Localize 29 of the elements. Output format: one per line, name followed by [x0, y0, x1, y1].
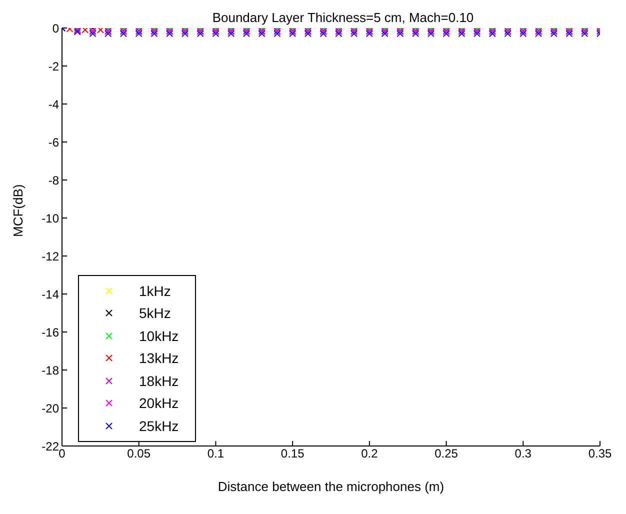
chart-title: Boundary Layer Thickness=5 cm, Mach=0.10: [212, 10, 474, 25]
y-tick-label: -2: [48, 59, 60, 74]
y-tick-label: -20: [42, 401, 60, 416]
x-tick-label: 0.1: [207, 446, 224, 461]
y-tick-label: 0: [52, 21, 60, 36]
y-tick-label: -22: [42, 439, 60, 454]
legend-label: 10kHz: [139, 328, 179, 344]
x-tick-label: 0.35: [588, 446, 612, 461]
x-tick-label: 0.25: [434, 446, 458, 461]
y-axis-title: MCF(dB): [10, 184, 26, 237]
x-tick-label: 0.15: [280, 446, 305, 461]
y-tick-label: -8: [48, 173, 60, 188]
y-tick-label: -12: [42, 249, 60, 264]
x-tick-label: 0.2: [361, 446, 378, 461]
x-axis-title: Distance between the microphones (m): [218, 479, 444, 494]
y-tick-label: -6: [48, 135, 60, 150]
legend-label: 20kHz: [139, 395, 179, 412]
legend-label: 5kHz: [139, 305, 171, 322]
legend-label: 1kHz: [139, 282, 171, 299]
y-tick-label: -10: [42, 211, 60, 226]
x-tick-label: 0.3: [514, 446, 532, 461]
legend-label: 13kHz: [139, 350, 179, 366]
y-tick-label: -16: [42, 325, 60, 340]
y-tick-label: -4: [48, 97, 60, 112]
y-tick-label: -14: [42, 287, 60, 302]
y-tick-label: -18: [42, 363, 60, 378]
legend-label: 25kHz: [139, 418, 179, 434]
x-tick-label: 0.05: [127, 446, 151, 461]
legend-label: 18kHz: [139, 372, 179, 389]
